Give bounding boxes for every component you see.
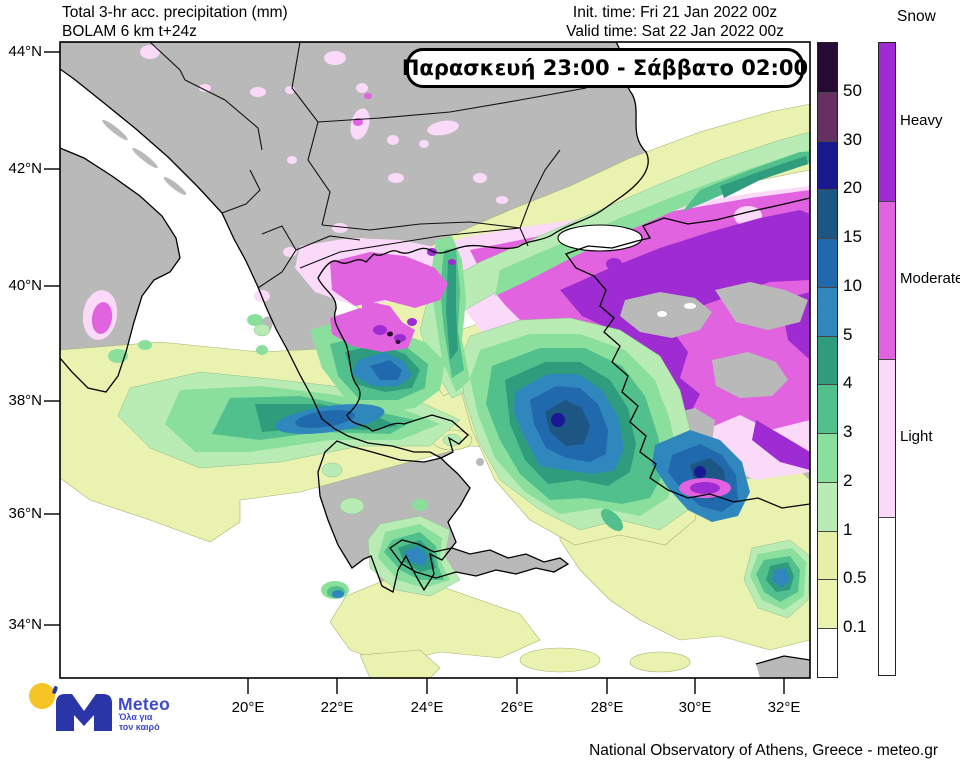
precip-scale-value: 50 — [843, 80, 862, 100]
snow-scale-block — [879, 201, 895, 359]
forecast-period-box: Παρασκευή 23:00 - Σάββατο 02:00 — [402, 48, 808, 88]
precip-scale-block — [818, 43, 837, 92]
lon-tick-label: 24°E — [410, 699, 444, 716]
snow-scale-block — [879, 359, 895, 517]
lat-tick-label: 38°N — [8, 392, 42, 409]
snow-scale-title: Snow — [897, 8, 936, 25]
precip-scale-block — [818, 579, 837, 629]
meteo-logo — [22, 679, 222, 739]
lat-tick-label: 44°N — [8, 43, 42, 60]
snow-colorbar — [878, 42, 896, 676]
precip-scale-block — [818, 189, 837, 239]
meteo-logo-icon — [29, 683, 112, 731]
precip-scale-block — [818, 433, 837, 482]
axis-ticks — [44, 51, 785, 694]
rain-20mm-layer — [551, 413, 706, 478]
precip-scale-block — [818, 91, 837, 141]
snow-scale-label: Light — [900, 428, 933, 445]
snow-scale-block — [879, 517, 895, 675]
precip-scale-block — [818, 140, 837, 190]
product-line2: BOLAM 6 km t+24z — [62, 23, 197, 40]
precip-scale-value: 10 — [843, 275, 862, 295]
precip-scale-block — [818, 628, 837, 677]
product-title: Total 3-hr acc. precipitation (mm) BOLAM… — [62, 3, 288, 41]
meteo-logo-brand: Meteo — [118, 694, 171, 714]
lon-tick-label: 20°E — [231, 699, 265, 716]
snow-accents-layer — [91, 248, 731, 498]
lon-tick-label: 28°E — [590, 699, 624, 716]
precip-scale-value: 20 — [843, 178, 862, 198]
lon-tick-label: 22°E — [320, 699, 354, 716]
init-time: Init. time: Fri 21 Jan 2022 00z — [572, 4, 778, 21]
precip-scale-block — [818, 384, 837, 434]
precip-colorbar — [817, 42, 838, 678]
model-times: Init. time: Fri 21 Jan 2022 00z Valid ti… — [520, 3, 830, 41]
lat-tick-label: 34°N — [8, 616, 42, 633]
precip-scale-value: 1 — [843, 519, 853, 539]
lon-tick-label: 30°E — [678, 699, 712, 716]
lat-tick-label: 40°N — [8, 277, 42, 294]
valid-time: Valid time: Sat 22 Jan 2022 00z — [566, 23, 784, 40]
sea-of-marmara — [557, 224, 643, 252]
precip-scale-value: 4 — [843, 373, 853, 393]
precip-scale-value: 0.1 — [843, 617, 867, 637]
lat-tick-label: 42°N — [8, 160, 42, 177]
snow-scale-label: Moderate — [900, 270, 960, 287]
precip-scale-value: 5 — [843, 324, 853, 344]
precip-scale-value: 0.5 — [843, 568, 867, 588]
precip-scale-block — [818, 530, 837, 580]
precip-scale-block — [818, 238, 837, 287]
snow-scale-block — [879, 43, 895, 201]
map-frame — [59, 41, 811, 679]
lat-tick-label: 36°N — [8, 505, 42, 522]
product-line1: Total 3-hr acc. precipitation (mm) — [62, 4, 288, 21]
lon-tick-label: 26°E — [500, 699, 534, 716]
coastline-layer — [60, 42, 810, 665]
lon-tick-label: 32°E — [767, 699, 801, 716]
precip-scale-value: 30 — [843, 129, 862, 149]
meteo-logo-tagline: Όλα για τον καιρό — [119, 712, 160, 732]
precip-scale-value: 2 — [843, 470, 853, 490]
precip-scale-block — [818, 286, 837, 336]
attribution-text: National Observatory of Athens, Greece -… — [589, 742, 938, 759]
forecast-period-label: Παρασκευή 23:00 - Σάββατο 02:00 — [401, 56, 809, 80]
precip-scale-block — [818, 335, 837, 385]
snow-scale-label: Heavy — [900, 112, 943, 129]
precip-scale-value: 15 — [843, 227, 862, 247]
precip-scale-block — [818, 481, 837, 531]
precip-scale-value: 3 — [843, 422, 853, 442]
